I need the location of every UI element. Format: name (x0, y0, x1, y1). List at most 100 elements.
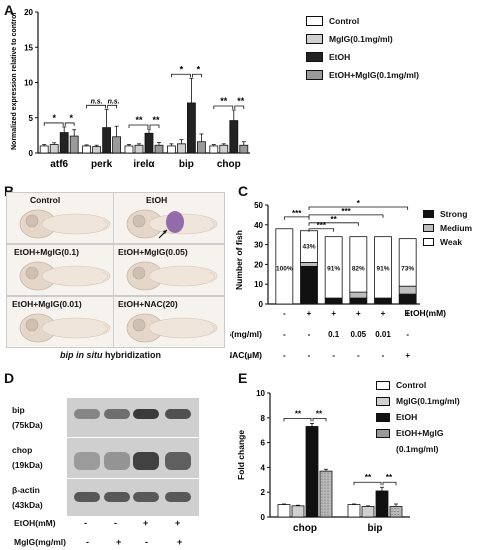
bar-texture (324, 484, 326, 486)
sig-label: ** (152, 115, 160, 125)
fish-tail (209, 323, 215, 334)
y-tick-label: 40 (254, 221, 263, 230)
blot-sign: - (114, 518, 117, 528)
sig-label: n.s. (91, 98, 103, 105)
sig-label: ** (365, 473, 372, 482)
stacked-bar-segment (300, 265, 318, 305)
stacked-bar-segment (398, 285, 417, 295)
stacked-bar-segment (374, 236, 392, 299)
sig-bracket (234, 105, 245, 109)
bar (361, 506, 375, 518)
y-tick-label: 30 (254, 241, 263, 250)
blot-sign: - (86, 537, 89, 547)
legend-swatch-etoh (306, 52, 323, 62)
legend-item: MglG(0.1mg/ml) (396, 396, 460, 406)
fish-tail (102, 219, 108, 230)
bar-texture (327, 511, 329, 513)
fish-label: EtOH+NAC(20) (118, 299, 178, 309)
panel-b-caption: bip in situ hybridization (60, 350, 161, 360)
bar-texture (321, 478, 323, 480)
bar-texture (324, 508, 326, 510)
bar (229, 120, 239, 154)
legend-c: Strong Medium Weak (423, 207, 472, 249)
y-tick-label: 2 (261, 488, 266, 497)
bar-texture (327, 481, 329, 483)
x-tick-label: chop (293, 523, 317, 534)
bar-texture (324, 490, 326, 492)
fish-drawing (126, 313, 218, 343)
x-tick-label: atf6 (50, 159, 68, 170)
sig-bracket (312, 417, 327, 422)
sig-label: ** (331, 215, 338, 224)
legend-item: EtOH (329, 52, 351, 62)
sig-bracket (308, 214, 384, 218)
legend-item: EtOH (396, 412, 418, 422)
row-value: - (308, 351, 311, 360)
bar-texture (321, 505, 323, 507)
stacked-bar-segment (324, 297, 343, 305)
row-label: NAC(µM) (230, 350, 262, 360)
fish-label: Control (30, 195, 61, 205)
chart-a: Normalized expression relative to contro… (11, 8, 250, 170)
caption-rest: hybridization (102, 350, 161, 360)
blot-sign: - (145, 537, 148, 547)
row-label: MglG(mg/ml) (230, 329, 262, 339)
legend-item: MglG(0.1mg/ml) (329, 34, 393, 44)
bar-texture (391, 507, 393, 509)
row-label: EtOH(mM) (404, 308, 446, 318)
legend-swatch-etoh-mglg (376, 428, 390, 438)
row-value: - (308, 330, 311, 339)
row-value: 0.1 (328, 330, 340, 339)
y-axis-label-c: Number of fish (234, 230, 244, 290)
stacked-bar-segment (374, 297, 392, 305)
legend-e: Control MglG(0.1mg/ml) EtOH EtOH+MglG (0… (376, 378, 460, 460)
blot-divider (67, 478, 199, 479)
sig-bracket (64, 122, 75, 126)
sig-label: ** (135, 115, 143, 125)
fish-yolk (41, 265, 111, 287)
legend-item: Control (329, 16, 360, 26)
row-value: - (332, 351, 335, 360)
x-tick-label: bip (179, 159, 194, 170)
bar-texture (324, 478, 326, 480)
bar (239, 144, 249, 154)
legend-item: (0.1mg/ml) (396, 444, 439, 454)
legend-item: EtOH+MglG (396, 428, 444, 438)
fish-eye (132, 214, 146, 228)
bar (347, 504, 361, 518)
blot-label-actin: β-actin (43kDa) (12, 483, 43, 513)
legend-swatch-mglg (376, 396, 390, 406)
blot-sign: + (143, 518, 149, 528)
panel-letter-a: A (4, 2, 15, 18)
fish-label: EtOH (146, 195, 168, 205)
bar-texture (321, 496, 323, 498)
y-tick-label: 0 (29, 149, 34, 158)
blot-label-bip: bip (75kDa) (12, 403, 43, 433)
sig-label: *** (341, 207, 351, 216)
panel-letter-e: E (238, 370, 248, 386)
sig-label: *** (292, 209, 302, 218)
sig-bracket (192, 73, 202, 78)
stacked-bar-segment (398, 293, 417, 305)
blot-band (165, 409, 191, 419)
legend-swatch-etoh (376, 412, 390, 422)
sig-label: ** (295, 409, 302, 418)
bar-texture (327, 487, 329, 489)
bar-texture (321, 508, 323, 510)
bar-texture (324, 487, 326, 489)
legend-swatch-mglg (306, 34, 323, 44)
legend-a: Control MglG(0.1mg/ml) EtOH EtOH+MglG(0.… (306, 14, 419, 86)
bar (389, 506, 403, 518)
blot-band (133, 452, 159, 470)
y-tick-label: 6 (261, 439, 266, 448)
bar-texture (327, 484, 329, 486)
percent-label: 91% (376, 265, 389, 272)
band-kda: (19kDa) (12, 460, 43, 470)
blot-band (74, 492, 100, 502)
fish-label: EtOH+MglG(0.05) (118, 247, 188, 257)
legend-swatch-strong (423, 210, 434, 218)
fish-tail (209, 271, 215, 282)
y-tick-label: 5 (29, 114, 34, 123)
blot-mglg-label: MglG(mg/ml) (14, 537, 66, 547)
fish-drawing (126, 261, 218, 291)
